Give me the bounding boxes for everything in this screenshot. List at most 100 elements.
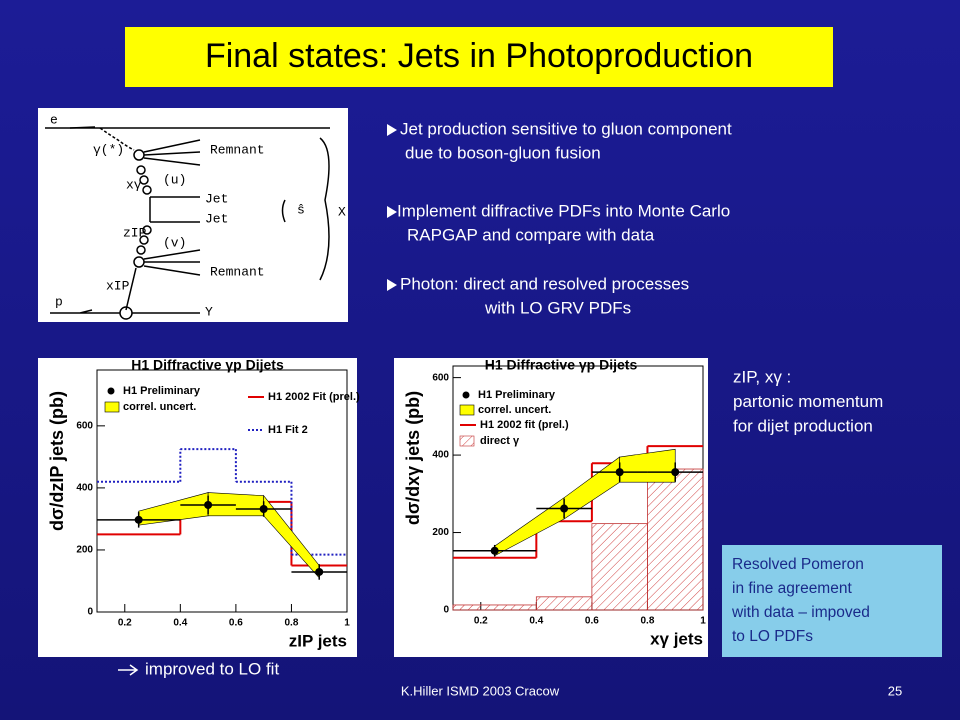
y-tick-label: 200 — [432, 527, 449, 538]
y-tick-label: 0 — [87, 607, 93, 618]
slide-title: Final states: Jets in Photoproduction — [205, 37, 753, 75]
bullet-icon — [387, 124, 397, 136]
diagram-label: Jet — [205, 211, 228, 226]
note-text: zIP, xγ : — [733, 367, 791, 386]
y-tick-label: 0 — [443, 605, 449, 616]
diagram-label: (u) — [163, 172, 186, 187]
diagram-label: X — [338, 204, 346, 219]
data-point — [134, 515, 143, 524]
summary-line: in fine agreement — [732, 580, 852, 597]
hatched-bar — [591, 523, 648, 611]
hatched-bar — [452, 604, 537, 611]
y-axis-label: dσ/dzIP jets (pb) — [47, 391, 67, 531]
hatched-bar — [535, 596, 593, 611]
legend-label: H1 2002 Fit (prel.) — [268, 391, 360, 403]
legend-swatch — [459, 435, 475, 447]
legend-marker — [107, 387, 115, 395]
data-point — [560, 504, 569, 513]
diagram-label: Remnant — [210, 264, 265, 279]
legend-label: direct γ — [480, 435, 520, 447]
legend-swatch — [104, 401, 120, 413]
note-text: partonic momentum — [733, 392, 883, 411]
summary-line: to LO PDFs — [732, 628, 813, 645]
bullet-text: due to boson-gluon fusion — [405, 143, 601, 162]
data-point — [315, 567, 324, 576]
legend-label: H1 Preliminary — [123, 385, 201, 397]
diagram-label: p — [55, 294, 63, 309]
diagram-label: Remnant — [210, 142, 265, 157]
bullet-icon — [387, 279, 397, 291]
legend-label: H1 Preliminary — [478, 389, 556, 401]
x-tick-label: 0.8 — [284, 618, 298, 629]
histogram-step — [179, 448, 236, 482]
legend-label: correl. uncert. — [478, 404, 551, 416]
y-axis-label: dσ/dxγ jets (pb) — [403, 391, 423, 525]
diagram-label: xγ — [126, 177, 142, 192]
data-point — [490, 546, 499, 555]
diagram-label: Jet — [205, 191, 228, 206]
diagram-label: zIP — [123, 225, 147, 240]
legend-swatch — [459, 404, 475, 416]
y-tick-label: 600 — [432, 372, 449, 383]
data-point — [204, 500, 213, 509]
title-box — [125, 27, 833, 87]
footer: K.Hiller ISMD 2003 Cracow — [401, 683, 560, 698]
diagram-lines — [45, 126, 330, 320]
x-tick-label: 0.8 — [640, 616, 654, 627]
summary-box — [722, 545, 942, 657]
legend-label: correl. uncert. — [123, 401, 196, 413]
charts: H1 Diffractive γp Dijets dσ/dzIP jets (pb… — [38, 357, 708, 657]
data-point — [671, 468, 680, 477]
bullet-icon — [387, 206, 397, 218]
summary-text: Resolved Pomeron in fine agreement with da… — [731, 556, 870, 645]
note-text: for dijet production — [733, 416, 873, 435]
x-tick-label: 0.4 — [173, 618, 187, 629]
y-tick-label: 400 — [432, 450, 449, 461]
x-tick-label: 0.6 — [585, 616, 599, 627]
legend-label: H1 Fit 2 — [268, 424, 308, 436]
plot-frame — [96, 369, 348, 613]
chart: H1 Diffractive γp Dijets dσ/dxγ jets (pb)… — [394, 357, 708, 657]
bullet-list: Jet production sensitive to gluon compon… — [387, 119, 732, 317]
x-tick-label: 0.6 — [229, 618, 243, 629]
summary-line: Resolved Pomeron — [732, 556, 864, 573]
hatched-bar — [647, 468, 704, 611]
diagram-label: γ(*) — [93, 142, 124, 157]
diagram-label: Y — [205, 304, 213, 319]
x-tick-label: 0.4 — [529, 616, 543, 627]
chart-title: H1 Diffractive γp Dijets — [485, 357, 638, 373]
bullet-text: RAPGAP and compare with data — [407, 225, 655, 244]
diagram-label: ŝ — [297, 202, 305, 217]
legend-marker — [462, 391, 470, 399]
bullet-text: Photon: direct and resolved processes — [400, 274, 689, 293]
data-point — [615, 468, 624, 477]
x-tick-label: 0.2 — [118, 618, 132, 629]
chart: H1 Diffractive γp Dijets dσ/dzIP jets (pb… — [38, 357, 360, 657]
caption-arrow — [118, 664, 139, 676]
chart-title: H1 Diffractive γp Dijets — [131, 357, 284, 373]
x-tick-label: 1 — [700, 616, 706, 627]
page-number: 25 — [888, 683, 902, 698]
y-tick-label: 600 — [76, 420, 93, 431]
y-tick-label: 200 — [76, 545, 93, 556]
caption: improved to LO fit — [145, 659, 279, 678]
x-tick-label: 0.2 — [474, 616, 488, 627]
diagram-box — [38, 108, 348, 322]
data-point — [259, 504, 268, 513]
summary-line: with data – impoved — [731, 604, 870, 621]
y-tick-label: 400 — [76, 483, 93, 494]
legend-label: H1 2002 fit (prel.) — [480, 419, 569, 431]
bullet-text: Implement diffractive PDFs into Monte Ca… — [397, 201, 730, 220]
uncertainty-band — [207, 492, 264, 517]
diagram-label: xIP — [106, 278, 130, 293]
x-axis-label: zIP jets — [289, 631, 347, 650]
histogram-step — [234, 449, 292, 483]
diagram-label: e — [50, 112, 58, 127]
bullet-text: with LO GRV PDFs — [484, 298, 631, 317]
bullet-text: Jet production sensitive to gluon compon… — [400, 119, 732, 138]
note: zIP, xγ : partonic momentum for dijet prod… — [733, 367, 883, 435]
